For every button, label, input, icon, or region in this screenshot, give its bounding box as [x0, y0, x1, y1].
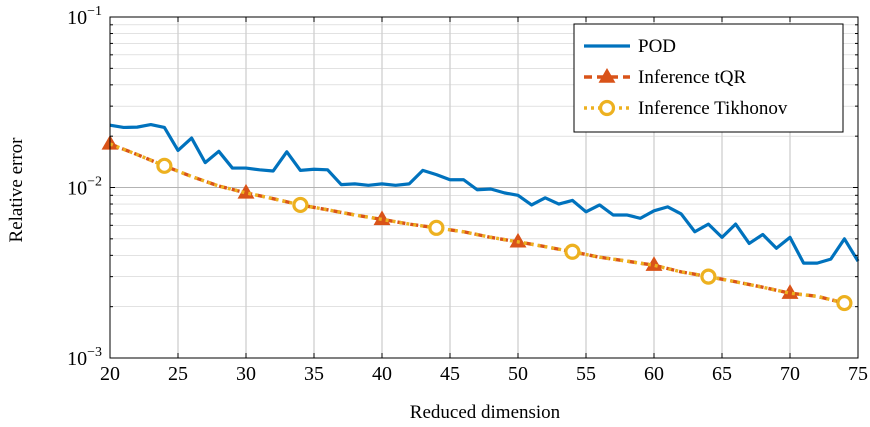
legend-box: [573, 23, 844, 133]
y-tick-label: 10−2: [67, 175, 102, 200]
series-layer: [101, 122, 860, 312]
legend-label: POD: [638, 36, 676, 57]
data-point-marker: [237, 183, 255, 199]
legend: POD Inference tQR Inference Tikhonov: [573, 23, 844, 133]
x-tick-label: 45: [440, 363, 460, 385]
y-tick-label: 10−1: [67, 4, 102, 29]
legend-marker: [598, 67, 616, 83]
legend-marker: [598, 99, 616, 117]
series-inference-tqr: [101, 134, 845, 305]
x-tick-label: 25: [168, 363, 188, 385]
data-point-marker: [564, 243, 581, 260]
data-point-marker: [700, 268, 717, 285]
x-tick-label: 55: [576, 363, 596, 385]
tick-labels: 20 25 30 35 40 45 50 55 60 65 70 75 10−3 10−2 10−1: [67, 4, 868, 385]
x-tick-label: 20: [100, 363, 120, 385]
x-tick-label: 70: [780, 363, 800, 385]
y-tick-label: 10−3: [67, 345, 102, 370]
data-point-marker: [156, 157, 173, 174]
x-tick-label: 30: [236, 363, 256, 385]
legend-label: Inference tQR: [638, 67, 746, 88]
series-line: [109, 122, 860, 265]
x-tick-label: 75: [848, 363, 868, 385]
legend-entry: POD: [584, 36, 676, 57]
data-point-marker: [292, 196, 309, 214]
legend-entry: Inference tQR: [584, 67, 746, 88]
y-axis-label: Relative error: [6, 137, 27, 243]
x-tick-label: 35: [304, 363, 324, 385]
data-point-marker: [428, 219, 445, 236]
x-tick-label: 40: [372, 363, 392, 385]
x-axis-label: Reduced dimension: [410, 402, 561, 423]
legend-label: Inference Tikhonov: [638, 98, 788, 119]
x-tick-label: 50: [508, 363, 528, 385]
x-tick-label: 65: [712, 363, 732, 385]
x-tick-label: 60: [644, 363, 664, 385]
series-pod: [109, 122, 860, 265]
legend-entry: Inference Tikhonov: [584, 98, 788, 119]
data-point-marker: [836, 294, 853, 312]
plot-frame: [109, 16, 859, 359]
series-line: [109, 142, 845, 305]
series-inference-tikhonov: [109, 142, 853, 312]
